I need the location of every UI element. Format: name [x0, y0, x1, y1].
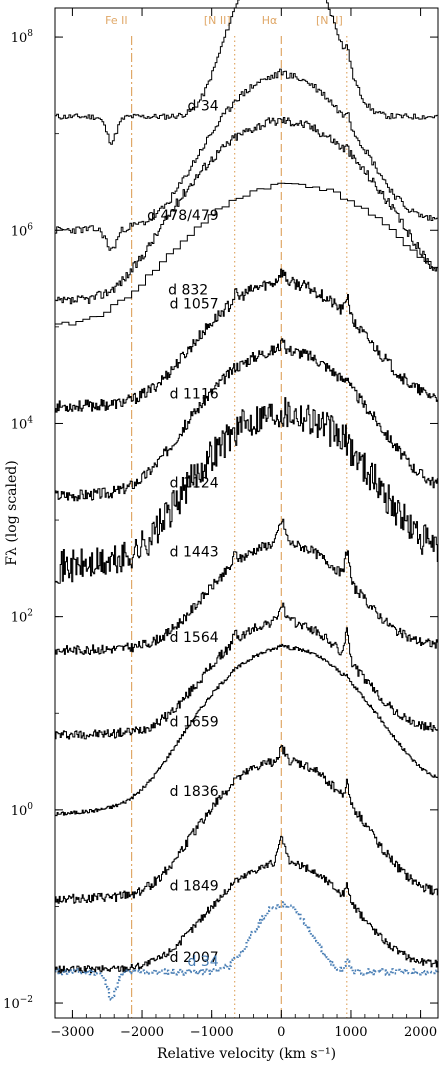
- y-tick-label-5: 108: [11, 29, 34, 46]
- x-tick-label-2: −1000: [190, 1025, 234, 1040]
- series-label-2: d 832: [168, 282, 208, 298]
- series-line-9: [55, 643, 438, 817]
- series-line-3: [55, 182, 439, 326]
- series-label-10: d 1849: [170, 879, 219, 895]
- reference-line-label-0: Fe II: [105, 14, 127, 27]
- series-line-0: [55, 0, 439, 145]
- reference-lines: Fe II [N II] Hα [N II]: [105, 14, 348, 1018]
- y-tick-label-4: 106: [11, 222, 34, 239]
- series-line-12: [55, 901, 440, 1001]
- series-line-11: [55, 835, 438, 974]
- series-line-7: [55, 518, 438, 655]
- series-line-10: [55, 745, 438, 904]
- y-tick-label-1: 100: [11, 802, 34, 819]
- x-tick-label-0: −3000: [50, 1025, 94, 1040]
- series-label-12: d 34: [187, 954, 218, 970]
- y-tick-label-2: 102: [11, 609, 33, 626]
- series-line-1: [55, 68, 439, 251]
- reference-line-label-2: Hα: [262, 14, 278, 27]
- series-label-8: d 1659: [170, 715, 219, 731]
- reference-line-label-3: [N II]: [316, 14, 343, 27]
- x-tick-label-1: −2000: [120, 1025, 164, 1040]
- x-axis-label: Relative velocity (km s⁻¹): [157, 1046, 336, 1062]
- y-axis-label: Fλ (log scaled): [4, 460, 20, 565]
- x-tick-label-5: 2000: [404, 1025, 437, 1040]
- series-label-7: d 1564: [170, 630, 219, 646]
- series-label-3: d 1057: [170, 296, 219, 312]
- series-label-6: d 1443: [170, 544, 219, 560]
- series-line-4: [55, 268, 438, 413]
- reference-line-label-1: [N II]: [204, 14, 231, 27]
- y-tick-label-0: 10−2: [3, 995, 33, 1012]
- series-label-0: d 34: [187, 99, 218, 115]
- y-tick-label-3: 104: [11, 415, 34, 432]
- x-tick-label-3: 0: [277, 1025, 285, 1040]
- series-line-5: [55, 338, 438, 502]
- series-line-8: [55, 602, 438, 740]
- plot-frame: [54, 7, 439, 1019]
- series-label-9: d 1836: [170, 784, 219, 800]
- series-line-2: [55, 117, 439, 305]
- axes: −3000 −2000 −1000 0 1000 2000 10−2 100 102 104 106…: [3, 8, 438, 1040]
- series-label-11: d 2007: [170, 950, 219, 966]
- x-tick-label-4: 1000: [334, 1025, 367, 1040]
- series-line-6: [55, 397, 438, 584]
